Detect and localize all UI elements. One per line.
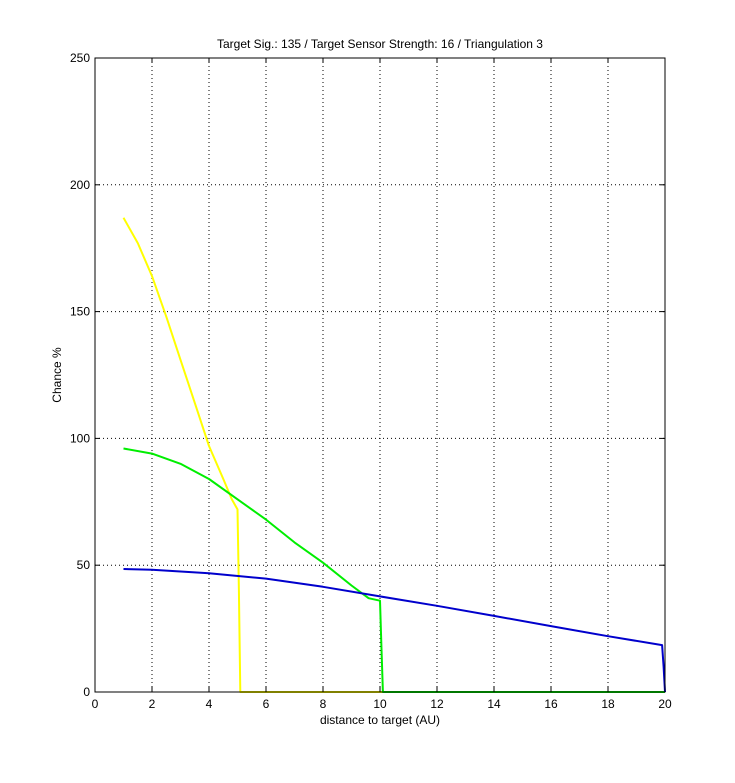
y-tick-label: 0 [83, 685, 90, 699]
y-axis-label: Chance % [50, 347, 64, 403]
y-tick-label: 100 [70, 431, 90, 445]
series-line-3 [123, 568, 666, 693]
x-tick-label: 14 [487, 697, 501, 711]
y-tick-label: 150 [70, 305, 90, 319]
x-tick-label: 18 [601, 697, 615, 711]
x-tick-label: 10 [373, 697, 387, 711]
x-axis-label: distance to target (AU) [320, 713, 440, 727]
x-tick-label: 16 [544, 697, 558, 711]
y-tick-label: 250 [70, 51, 90, 65]
chart-title: Target Sig.: 135 / Target Sensor Strengt… [217, 37, 543, 51]
x-tick-label: 4 [206, 697, 213, 711]
x-tick-label: 2 [149, 697, 156, 711]
x-tick-label: 8 [320, 697, 327, 711]
x-tick-label: 12 [430, 697, 444, 711]
x-tick-label: 6 [263, 697, 270, 711]
y-tick-label: 200 [70, 178, 90, 192]
x-tick-label: 0 [92, 697, 99, 711]
x-tick-label: 20 [658, 697, 672, 711]
y-tick-label: 50 [77, 558, 91, 572]
grid-lines [95, 58, 665, 692]
